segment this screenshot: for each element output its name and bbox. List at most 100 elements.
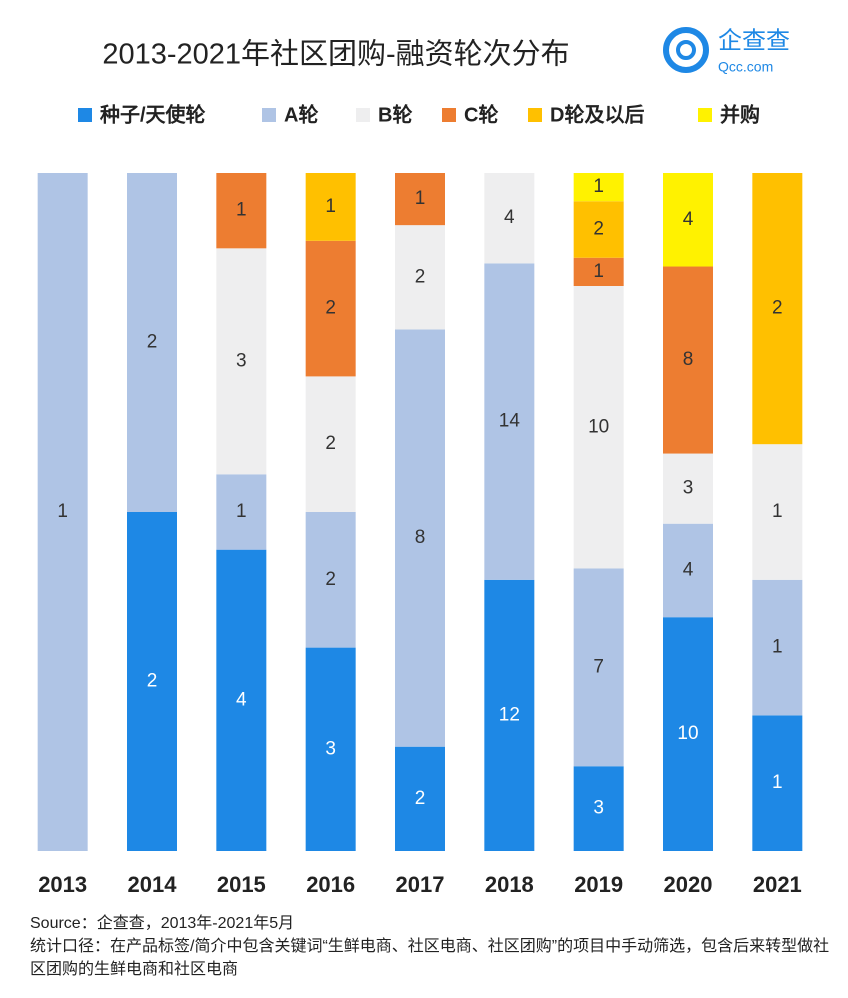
bar-segment xyxy=(216,549,267,851)
data-label: 2 xyxy=(415,266,426,287)
bar-segment xyxy=(663,617,713,851)
note: Source：企查查，2013年-2021年5月 xyxy=(30,915,295,932)
data-label: 4 xyxy=(504,207,515,228)
data-label: 10 xyxy=(588,416,609,437)
bar-segment xyxy=(127,173,177,512)
logo-name: 企查查 xyxy=(718,27,790,54)
x-tick-label: 2016 xyxy=(306,872,355,897)
bar-segment xyxy=(37,173,88,851)
data-label: 2 xyxy=(325,298,336,319)
data-label: 1 xyxy=(325,196,336,217)
data-label: 8 xyxy=(683,349,694,370)
data-label: 2 xyxy=(147,332,158,353)
bar-segment xyxy=(395,173,445,226)
legend-swatch xyxy=(698,108,712,122)
notes: Source：企查查，2013年-2021年5月统计口径：在产品标签/简介中包含… xyxy=(30,912,830,981)
bar-segment xyxy=(305,512,356,648)
bar-segment xyxy=(752,579,803,716)
bar-segment xyxy=(573,766,624,851)
bar-segment xyxy=(663,173,713,267)
data-label: 4 xyxy=(683,209,694,230)
bar-segment xyxy=(573,173,624,202)
data-label: 3 xyxy=(325,738,336,759)
bar-segment xyxy=(573,286,624,569)
bar-segment xyxy=(305,240,356,377)
chart-title: 2013-2021年社区团购-融资轮次分布 xyxy=(102,38,569,71)
bar-segment xyxy=(216,474,267,550)
data-label: 2 xyxy=(325,569,336,590)
bar-segment xyxy=(752,173,803,445)
bar-segment xyxy=(216,173,267,249)
data-label: 1 xyxy=(593,176,604,197)
data-label: 10 xyxy=(677,723,698,744)
bar-segment xyxy=(573,257,624,286)
data-label: 1 xyxy=(772,772,783,793)
legend-swatch xyxy=(262,108,276,122)
bar-segment xyxy=(484,263,535,580)
bar-segment xyxy=(395,746,445,851)
data-label: 1 xyxy=(415,188,426,209)
x-tick-label: 2017 xyxy=(396,872,445,897)
legend-label: B轮 xyxy=(378,102,412,126)
bar-segment xyxy=(305,647,356,851)
data-label: 3 xyxy=(593,798,604,819)
note: 统计口径：在产品标签/简介中包含关键词“生鲜电商、社区电商、社区团购”的项目中手… xyxy=(30,938,830,978)
bar-segment xyxy=(573,201,624,258)
data-label: 1 xyxy=(236,200,247,221)
bar-segment xyxy=(663,453,713,524)
data-label: 1 xyxy=(57,501,68,522)
x-tick-label: 2014 xyxy=(128,872,178,897)
legend-label: A轮 xyxy=(284,102,318,126)
data-label: 1 xyxy=(593,261,604,282)
data-label: 3 xyxy=(236,350,247,371)
x-tick-label: 2021 xyxy=(753,872,802,897)
x-tick-label: 2015 xyxy=(217,872,266,897)
logo-url: Qcc.com xyxy=(718,59,773,75)
data-label: 1 xyxy=(772,501,783,522)
bar-segment xyxy=(484,579,535,851)
legend-swatch xyxy=(528,108,542,122)
logo-icon xyxy=(676,40,696,60)
x-tick-label: 2018 xyxy=(485,872,534,897)
data-label: 3 xyxy=(683,478,694,499)
data-label: 2 xyxy=(772,298,783,319)
data-label: 2 xyxy=(325,433,336,454)
data-label: 4 xyxy=(236,689,247,710)
bar-segment xyxy=(305,173,356,241)
bar-segment xyxy=(216,248,267,475)
data-label: 2 xyxy=(593,219,604,240)
data-label: 14 xyxy=(499,411,521,432)
data-label: 4 xyxy=(683,559,694,580)
data-label: 2 xyxy=(147,671,158,692)
bar-segment xyxy=(484,173,535,264)
legend-label: D轮及以后 xyxy=(550,102,644,126)
bar-segment xyxy=(752,715,803,851)
legend-swatch xyxy=(356,108,370,122)
bar-segment xyxy=(127,512,177,851)
legend-label: C轮 xyxy=(464,102,498,126)
data-label: 7 xyxy=(593,656,604,677)
x-tick-label: 2020 xyxy=(664,872,713,897)
data-label: 1 xyxy=(236,501,247,522)
data-label: 2 xyxy=(415,788,426,809)
data-label: 1 xyxy=(772,637,783,658)
bar-segment xyxy=(752,444,803,580)
data-label: 12 xyxy=(499,704,520,725)
legend-label: 并购 xyxy=(720,102,760,126)
bar-segment xyxy=(573,568,624,767)
legend-swatch xyxy=(78,108,92,122)
legend-label: 种子/天使轮 xyxy=(99,102,206,126)
data-label: 8 xyxy=(415,527,426,548)
legend-swatch xyxy=(442,108,456,122)
x-tick-label: 2019 xyxy=(574,872,623,897)
logo-icon xyxy=(663,27,709,73)
bar-segment xyxy=(395,225,445,330)
chart: 2013-2021年社区团购-融资轮次分布 企查查 Qcc.com 种子/天使轮… xyxy=(37,27,803,897)
bar-segment xyxy=(663,523,713,618)
bar-segment xyxy=(663,266,713,454)
logo: 企查查 Qcc.com xyxy=(663,27,790,75)
x-tick-label: 2013 xyxy=(38,872,87,897)
bar-segment xyxy=(305,376,356,512)
bar-segment xyxy=(395,329,445,747)
